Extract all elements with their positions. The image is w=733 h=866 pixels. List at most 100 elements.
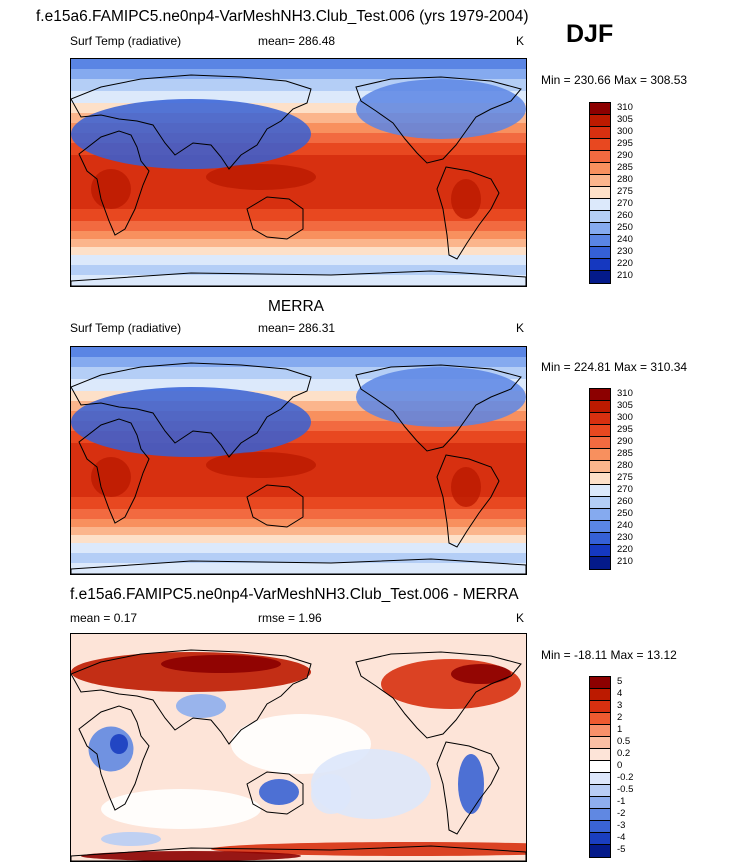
colorbar-tick-label: 250	[617, 508, 633, 519]
warm-region	[451, 467, 481, 507]
colorbar-tick-label: 220	[617, 258, 633, 269]
coastline	[246, 484, 304, 528]
field-band	[71, 103, 526, 113]
warm-region	[451, 179, 481, 219]
field-band	[71, 59, 526, 69]
colorbar-swatch	[590, 737, 610, 749]
colorbar-swatch	[590, 689, 610, 701]
colorbar-swatch	[590, 127, 610, 139]
colorbar-swatch	[590, 211, 610, 223]
colorbar-swatch	[590, 545, 610, 557]
map-svg	[71, 634, 526, 861]
colorbar-swatch	[590, 473, 610, 485]
panel3-map	[70, 633, 527, 862]
colorbar-tick-label: 5	[617, 676, 623, 687]
colorbar-tick-label: 290	[617, 150, 633, 161]
coastline	[436, 454, 500, 548]
panel2-mean-label: mean= 286.31	[258, 321, 336, 335]
panel3-rmse-label: rmse = 1.96	[258, 611, 322, 625]
colorbar-tick-label: 305	[617, 400, 633, 411]
colorbar-tick-label: 4	[617, 688, 623, 699]
colorbar-tick-label: 0.5	[617, 736, 631, 747]
colorbar-tick-label: 210	[617, 556, 633, 567]
season-label: DJF	[566, 20, 614, 48]
coastline	[78, 130, 150, 236]
panel1-minmax: Min = 230.66 Max = 308.53	[541, 73, 688, 87]
field-band	[71, 209, 526, 221]
field-band	[71, 221, 526, 231]
coastline	[71, 270, 526, 286]
colorbar-tick-label: 280	[617, 174, 633, 185]
colorbar-tick-label: 240	[617, 234, 633, 245]
colorbar-swatch	[590, 163, 610, 175]
colorbar-swatch	[590, 235, 610, 247]
coastline	[71, 558, 526, 574]
anomaly-region	[81, 851, 301, 861]
colorbar-tick-label: 275	[617, 472, 633, 483]
field-band	[71, 527, 526, 535]
panel1-map	[70, 58, 527, 287]
colorbar-tick-label: 300	[617, 126, 633, 137]
colorbar-swatch	[590, 199, 610, 211]
coastline	[246, 196, 304, 240]
warm-region	[91, 169, 131, 209]
colorbar-swatch	[590, 247, 610, 259]
colorbar-swatch	[590, 713, 610, 725]
anomaly-region	[161, 655, 281, 673]
colorbar-tick-label: 275	[617, 186, 633, 197]
colorbar-tick-label: 220	[617, 544, 633, 555]
colorbar-tick-label: 230	[617, 246, 633, 257]
colorbar-tick-label: 285	[617, 448, 633, 459]
cold-region	[71, 387, 311, 457]
colorbar-swatch	[590, 497, 610, 509]
panel1-units-label: K	[516, 34, 525, 48]
coastline	[78, 418, 150, 524]
field-band	[71, 69, 526, 79]
warm-region	[91, 457, 131, 497]
panel3-colorbar	[589, 676, 611, 858]
colorbar-swatch	[590, 785, 610, 797]
colorbar-tick-label: 270	[617, 198, 633, 209]
colorbar-tick-label: 270	[617, 484, 633, 495]
field-band	[71, 509, 526, 519]
map-svg	[71, 347, 526, 574]
colorbar-swatch	[590, 809, 610, 821]
field-band	[71, 553, 526, 563]
colorbar-swatch	[590, 425, 610, 437]
colorbar-swatch	[590, 187, 610, 199]
colorbar-tick-label: 2	[617, 712, 623, 723]
panel2-units-label: K	[516, 321, 525, 335]
colorbar-tick-label: 0.2	[617, 748, 631, 759]
panel3-mean-label: mean = 0.17	[70, 611, 138, 625]
colorbar-swatch	[590, 797, 610, 809]
anomaly-region	[110, 734, 128, 754]
colorbar-tick-label: 240	[617, 520, 633, 531]
cold-region	[71, 99, 311, 169]
colorbar-tick-label: 310	[617, 388, 633, 399]
panel1-colorbar	[589, 102, 611, 284]
panel2-title: MERRA	[268, 298, 324, 315]
colorbar-swatch	[590, 521, 610, 533]
coastline	[436, 166, 500, 260]
colorbar-swatch	[590, 437, 610, 449]
colorbar-tick-label: -3	[617, 820, 626, 831]
colorbar-swatch	[590, 749, 610, 761]
coastline	[246, 771, 304, 815]
colorbar-swatch	[590, 701, 610, 713]
colorbar-tick-label: -4	[617, 832, 626, 843]
cold-region	[356, 367, 526, 427]
panel2-map	[70, 346, 527, 575]
colorbar-swatch	[590, 401, 610, 413]
field-band	[71, 265, 526, 275]
field-band	[71, 255, 526, 265]
colorbar-swatch	[590, 175, 610, 187]
warm-region	[206, 452, 316, 478]
field-band	[71, 391, 526, 401]
colorbar-tick-label: -5	[617, 844, 626, 855]
colorbar-tick-label: 290	[617, 436, 633, 447]
colorbar-swatch	[590, 271, 610, 283]
colorbar-swatch	[590, 461, 610, 473]
colorbar-tick-label: 300	[617, 412, 633, 423]
colorbar-tick-label: 1	[617, 724, 623, 735]
colorbar-swatch	[590, 509, 610, 521]
